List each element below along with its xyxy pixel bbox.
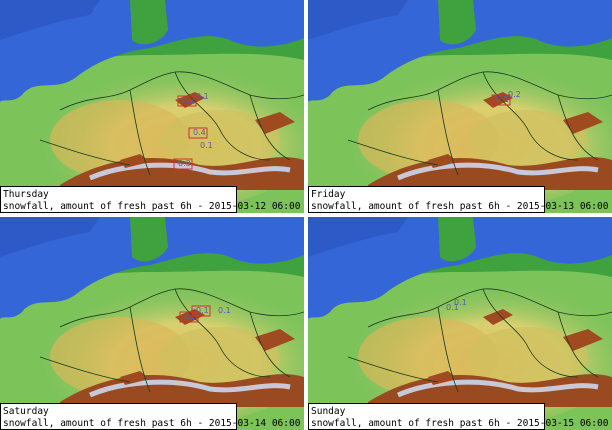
day-label: Friday [311, 189, 346, 200]
caption-box [0, 403, 237, 430]
snow-value: 0.4 [193, 128, 206, 137]
snow-value: 0.1 [200, 141, 213, 150]
caption: snowfall, amount of fresh past 6h - 2015… [311, 201, 609, 212]
snow-cell [188, 127, 208, 139]
snow-value: 0.2 [182, 96, 195, 105]
snow-cell [173, 158, 193, 170]
terrain-map [0, 217, 320, 430]
snow-value: 0.1 [218, 306, 231, 315]
snow-value: 0.1 [454, 298, 467, 307]
snow-value: 0.2 [184, 312, 197, 321]
snow-value: 0.1 [196, 92, 209, 101]
snow-cell [177, 95, 197, 107]
day-label: Sunday [311, 406, 346, 417]
caption-box [0, 186, 237, 213]
caption: snowfall, amount of fresh past 6h - 2015… [3, 201, 301, 212]
day-label: Thursday [3, 189, 49, 200]
snow-value: 0.2 [508, 90, 521, 99]
day-label: Saturday [3, 406, 49, 417]
snow-cell [191, 305, 211, 317]
snow-value: 0.1 [446, 303, 459, 312]
snow-value: 0.3 [178, 159, 191, 168]
caption: snowfall, amount of fresh past 6h - 2015… [311, 418, 609, 429]
caption: snowfall, amount of fresh past 6h - 2015… [3, 418, 301, 429]
terrain-map [308, 0, 612, 213]
snow-cell [179, 311, 199, 323]
caption-box [308, 186, 545, 213]
caption-box [308, 403, 545, 430]
snow-cell [491, 94, 511, 106]
terrain-map [308, 217, 612, 430]
snow-value: 0.1 [196, 306, 209, 315]
terrain-map [0, 0, 320, 213]
snow-value: 0.1 [496, 95, 509, 104]
